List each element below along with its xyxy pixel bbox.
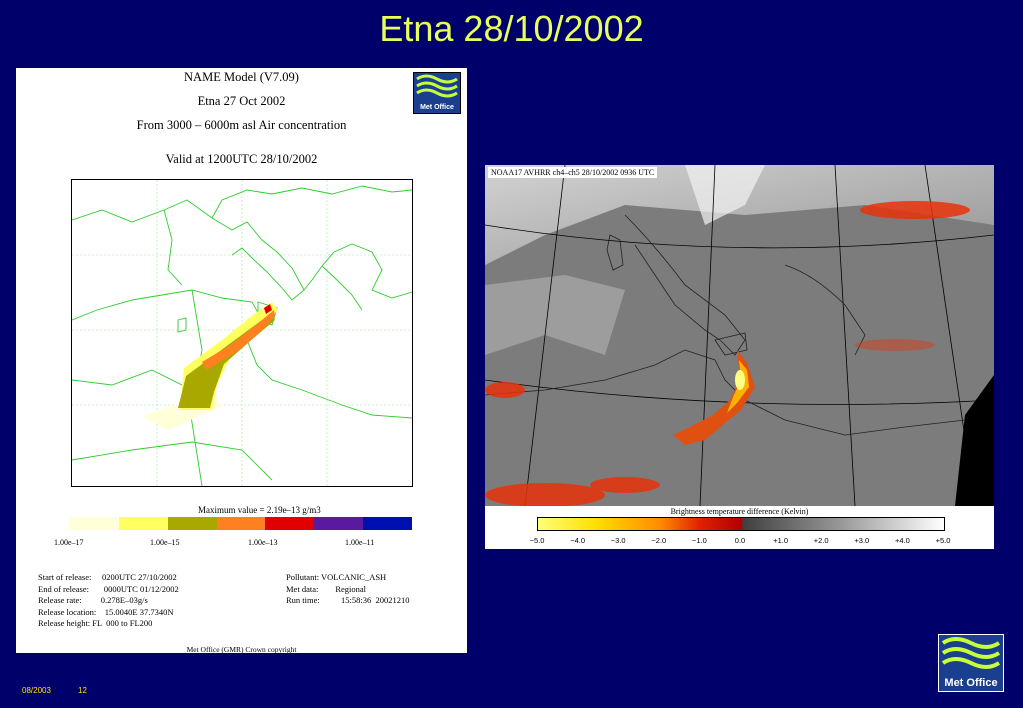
logo-text: Met Office [944,677,998,689]
tick-label: +5.0 [935,536,951,545]
wave-icon [941,637,1001,669]
concentration-colorbar [70,517,413,530]
satellite-panel: NOAA17 AVHRR ch4–ch5 28/10/2002 0936 UTC… [485,165,994,549]
footer-date: 08/2003 [22,686,51,695]
tick-label: 0.0 [734,536,746,545]
colorbar-swatch [167,517,217,530]
model-valid-time: Valid at 1200UTC 28/10/2002 [165,152,318,166]
met-office-logo-small: Met Office [413,72,461,114]
tick-label: −1.0 [691,536,707,545]
colorbar-swatch [314,517,364,530]
slide-title: Etna 28/10/2002 [379,8,644,49]
name-model-panel: NAME Model (V7.09) Etna 27 Oct 2002 From… [16,68,467,654]
tick-label: +2.0 [813,536,829,545]
page-number: 12 [78,686,87,695]
model-subtitle: Etna 27 Oct 2002 [197,94,286,108]
scale-label: 1.00e–13 [248,538,278,547]
colorbar-swatch [363,517,413,530]
satellite-image: NOAA17 AVHRR ch4–ch5 28/10/2002 0936 UTC [485,165,994,506]
tick-label: +1.0 [773,536,788,545]
colorbar-swatch [265,517,315,530]
model-height-range: From 3000 – 6000m asl Air concentration [136,118,347,132]
release-info: Start of release: 0200UTC 27/10/2002 End… [38,572,179,629]
tick-label: −5.0 [529,536,545,545]
dispersion-map [71,179,413,487]
scale-label: 1.00e–15 [150,538,180,547]
colorbar-swatch [216,517,266,530]
tick-label: −3.0 [610,536,626,545]
met-office-logo: Met Office [938,634,1004,692]
colorbar-swatch [70,517,119,530]
scale-label: 1.00e–17 [54,538,84,547]
satellite-caption: NOAA17 AVHRR ch4–ch5 28/10/2002 0936 UTC [488,167,658,178]
colorbar-swatch [118,517,168,530]
wave-icon [416,74,458,98]
temperature-colorbar [537,517,945,531]
tick-label: −2.0 [651,536,667,545]
tick-label: −4.0 [570,536,585,545]
scale-label: 1.00e–11 [345,538,375,547]
colorbar-title: Brightness temperature difference (Kelvi… [670,507,809,516]
tick-label: +3.0 [854,536,870,545]
tick-label: +4.0 [894,536,910,545]
copyright-text: Met Office (GMR) Crown copyright [186,645,297,654]
logo-text: Met Office [420,104,454,111]
model-title: NAME Model (V7.09) [184,70,299,84]
run-info: Pollutant: VOLCANIC_ASH Met data: Region… [286,572,410,606]
max-value-text: Maximum value = 2.19e–13 g/m3 [198,505,321,515]
